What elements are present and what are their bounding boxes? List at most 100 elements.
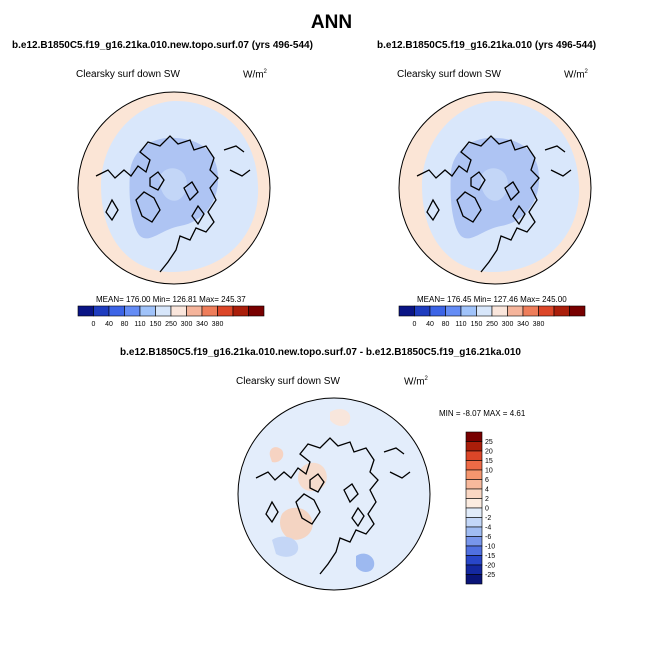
colorbar-2-tick-label: 380 [533, 321, 545, 328]
colorbar-2-box [445, 305, 462, 317]
map-3-cool-patch-a [272, 536, 299, 557]
panel-3-stats: MIN = -8.07 MAX = 4.61 [439, 409, 526, 418]
colorbar-1-tick-label: 0 [92, 321, 96, 328]
colorbar-3-tick-label: -10 [485, 544, 495, 551]
colorbar-3-box [465, 507, 483, 518]
map-3-boundary [237, 397, 431, 591]
panel-2-field-label: Clearsky surf down SW [397, 69, 501, 80]
panel-2-stats: MEAN= 176.45 Min= 127.46 Max= 245.00 [417, 295, 567, 304]
colorbar-2-box [507, 305, 524, 317]
colorbar-3-tick-label: -2 [485, 515, 491, 522]
colorbar-1-box [139, 305, 156, 317]
colorbar-2-box [522, 305, 539, 317]
colorbar-2-tick-label: 40 [426, 321, 434, 328]
colorbar-1-box [155, 305, 172, 317]
colorbar-2-tick-label: 80 [442, 321, 450, 328]
colorbar-2-box [460, 305, 477, 317]
colorbar-1-tick-label: 340 [196, 321, 208, 328]
panel-3-units: W/m2 [404, 376, 428, 388]
panel-3-field-label: Clearsky surf down SW [236, 376, 340, 387]
colorbar-3-tick-label: -20 [485, 563, 495, 570]
colorbar-2-tick-label: 340 [517, 321, 529, 328]
colorbar-1-box [170, 305, 187, 317]
colorbar-3-box [465, 564, 483, 575]
colorbar-1-box [217, 305, 234, 317]
colorbar-3-box [465, 431, 483, 442]
colorbar-3-tick-label: 4 [485, 487, 489, 494]
figure-title: ANN [310, 12, 353, 33]
colorbar-3-box [465, 545, 483, 556]
panel-1-field-label: Clearsky surf down SW [76, 69, 180, 80]
map-3-warm-patch-a [269, 447, 284, 463]
colorbar-1-tick-label: 80 [121, 321, 129, 328]
map-3 [237, 397, 431, 591]
colorbar-3-tick-label: -15 [485, 553, 495, 560]
panel-1-units: W/m2 [243, 69, 267, 81]
colorbar-1: 0 40 80 110 150 250 300 340 380 [77, 305, 265, 328]
map-3-cool-patch-b [356, 553, 375, 572]
colorbar-2-tick-label: 300 [502, 321, 514, 328]
map-1-coastlines [95, 135, 251, 273]
map-2-boundary [398, 91, 592, 285]
colorbar-3-box [465, 450, 483, 461]
colorbar-3-box [465, 536, 483, 547]
colorbar-3-tick-label: -4 [485, 525, 491, 532]
colorbar-3-box [465, 574, 483, 585]
map-3-coastlines [255, 437, 411, 575]
colorbar-3-tick-label: -6 [485, 534, 491, 541]
colorbar-3-box [465, 469, 483, 480]
colorbar-3-tick-label: 15 [485, 458, 493, 465]
colorbar-3-tick-label: 6 [485, 477, 489, 484]
colorbar-1-tick-label: 40 [105, 321, 113, 328]
colorbar-1-box [186, 305, 203, 317]
colorbar-2-box [398, 305, 415, 317]
colorbar-2-box [429, 305, 446, 317]
colorbar-3-tick-label: 25 [485, 439, 493, 446]
panel-2-units: W/m2 [564, 69, 588, 81]
panel-3-title: b.e12.B1850C5.f19_g16.21ka.010.new.topo.… [120, 347, 521, 358]
panel-1-stats: MEAN= 176.00 Min= 126.81 Max= 245.37 [96, 295, 246, 304]
colorbar-3-tick-label: 2 [485, 496, 489, 503]
map-2-inner-region [480, 168, 508, 201]
colorbar-1-box [124, 305, 141, 317]
colorbar-1-box [232, 305, 249, 317]
colorbar-2-box [538, 305, 555, 317]
colorbar-1-box [77, 305, 94, 317]
colorbar-2-box [569, 305, 586, 317]
colorbar-1-tick-label: 250 [165, 321, 177, 328]
map-3-background [238, 398, 430, 590]
colorbar-1-tick-label: 150 [150, 321, 162, 328]
map-2-coastlines [416, 135, 572, 273]
colorbar-3-box [465, 479, 483, 490]
colorbar-3-box [465, 441, 483, 452]
colorbar-3-tick-label: -25 [485, 572, 495, 579]
colorbar-3-tick-label: 10 [485, 468, 493, 475]
colorbar-2-tick-label: 150 [471, 321, 483, 328]
panel-2-title: b.e12.B1850C5.f19_g16.21ka.010 (yrs 496-… [377, 40, 597, 51]
colorbar-2: 0 40 80 110 150 250 300 340 380 [398, 305, 586, 328]
colorbar-2-tick-label: 110 [455, 321, 466, 328]
colorbar-2-box [491, 305, 508, 317]
colorbar-1-box [93, 305, 110, 317]
colorbar-1-tick-label: 300 [181, 321, 193, 328]
map-1 [77, 91, 271, 285]
colorbar-3-box [465, 498, 483, 509]
colorbar-3-box [465, 555, 483, 566]
colorbar-1-tick-label: 380 [212, 321, 224, 328]
map-2 [398, 91, 592, 285]
colorbar-3-box [465, 488, 483, 499]
colorbar-2-tick-label: 0 [413, 321, 417, 328]
map-3-warm-patch-d [330, 409, 351, 426]
map-3-warm-patch-c [280, 507, 313, 540]
colorbar-2-box [414, 305, 431, 317]
panel-1-title: b.e12.B1850C5.f19_g16.21ka.010.new.topo.… [12, 40, 313, 51]
colorbar-1-tick-label: 110 [134, 321, 145, 328]
colorbar-3-tick-label: 0 [485, 506, 489, 513]
map-1-boundary [77, 91, 271, 285]
colorbar-3-box [465, 517, 483, 528]
colorbar-2-box [476, 305, 493, 317]
colorbar-1-box [108, 305, 125, 317]
colorbar-2-box [553, 305, 570, 317]
